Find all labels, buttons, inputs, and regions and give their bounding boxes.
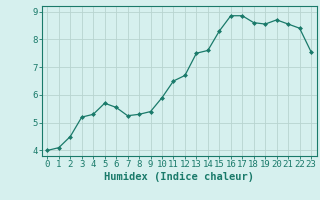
X-axis label: Humidex (Indice chaleur): Humidex (Indice chaleur) [104, 172, 254, 182]
